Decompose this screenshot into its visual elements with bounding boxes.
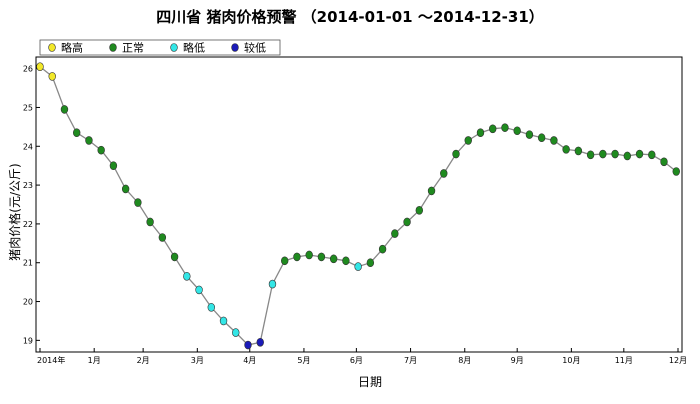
data-point-lower <box>256 337 264 347</box>
data-point-normal <box>427 186 436 196</box>
data-point-normal <box>635 149 644 159</box>
data-point-normal <box>648 150 656 160</box>
data-point-normal <box>97 145 105 155</box>
legend-marker-normal <box>109 43 117 52</box>
data-point-normal <box>391 229 399 238</box>
legend: 略高 正常 略低 较低 <box>39 39 281 56</box>
plot-frame <box>35 56 683 353</box>
x-tick-label: 6月 <box>350 356 363 365</box>
legend-marker-low <box>170 43 178 52</box>
data-point-low <box>207 303 215 312</box>
data-point-low <box>219 316 228 326</box>
data-point-normal <box>452 149 460 159</box>
data-point-normal <box>537 133 546 143</box>
data-point-normal <box>586 150 595 160</box>
data-point-normal <box>329 254 338 264</box>
legend-marker-high <box>48 43 56 52</box>
y-tick-label: 22 <box>23 220 33 229</box>
data-point-low <box>268 279 277 289</box>
data-point-normal <box>611 149 619 159</box>
legend-label-high: 略高 <box>61 41 83 55</box>
data-point-normal <box>366 258 375 268</box>
legend-label-lower: 较低 <box>244 41 266 55</box>
data-point-normal <box>146 217 154 227</box>
data-point-normal <box>513 126 521 136</box>
x-tick-label: 4月 <box>243 356 256 365</box>
data-point-normal <box>342 256 350 266</box>
legend-box <box>39 39 281 56</box>
y-tick-label: 21 <box>23 259 33 268</box>
data-point-normal <box>73 128 81 137</box>
data-point-normal <box>440 169 448 178</box>
data-point-normal <box>672 167 680 176</box>
y-tick-label: 24 <box>23 142 33 151</box>
series-points-group <box>36 62 680 350</box>
chart-title: 四川省 猪肉价格预警 （2014-01-01 ～2014-12-31） <box>156 8 544 26</box>
data-point-lower <box>244 340 252 350</box>
data-point-normal <box>550 136 558 145</box>
y-axis-ticks: 19 20 21 22 23 24 25 26 <box>23 65 40 345</box>
x-tick-label: 3月 <box>191 356 204 365</box>
data-point-normal <box>501 123 509 132</box>
data-point-normal <box>623 151 632 161</box>
data-point-normal <box>134 198 142 207</box>
data-point-low <box>354 262 362 271</box>
y-tick-label: 23 <box>23 181 33 190</box>
x-tick-label: 12月 <box>669 356 687 365</box>
x-tick-label: 11月 <box>615 356 633 365</box>
y-tick-label: 26 <box>23 65 33 74</box>
legend-marker-lower <box>231 43 239 52</box>
data-point-normal <box>281 256 289 266</box>
data-point-normal <box>660 157 668 167</box>
data-point-normal <box>121 184 130 194</box>
data-point-normal <box>476 128 485 137</box>
x-tick-label: 1月 <box>88 356 101 365</box>
data-point-high <box>48 72 56 81</box>
y-tick-label: 20 <box>23 298 33 307</box>
data-point-normal <box>60 105 69 114</box>
x-tick-label: 8月 <box>458 356 471 365</box>
data-point-normal <box>293 252 301 262</box>
data-point-high <box>36 62 44 72</box>
data-point-normal <box>489 124 497 134</box>
y-tick-label: 25 <box>23 103 33 112</box>
x-axis-label: 日期 <box>358 375 382 389</box>
data-point-normal <box>378 244 387 254</box>
x-tick-label: 5月 <box>297 356 310 365</box>
data-point-normal <box>464 136 472 145</box>
x-tick-label: 9月 <box>511 356 524 365</box>
legend-label-normal: 正常 <box>122 42 144 55</box>
data-point-normal <box>109 161 118 170</box>
data-point-normal <box>403 217 411 227</box>
data-point-low <box>232 328 240 337</box>
data-point-low <box>195 285 203 295</box>
data-point-normal <box>599 149 607 159</box>
data-point-normal <box>415 206 424 215</box>
data-point-low <box>183 272 191 281</box>
x-axis-ticks: 2014年 1月 2月 3月 4月 5月 6月 7月 8月 9月 10月 11月 12月 <box>37 348 687 365</box>
data-point-normal <box>525 130 534 139</box>
data-point-normal <box>158 233 167 242</box>
data-point-normal <box>85 136 93 145</box>
x-tick-label: 10月 <box>562 356 580 365</box>
data-point-normal <box>305 250 313 260</box>
x-tick-label: 2月 <box>137 356 150 365</box>
data-point-normal <box>317 252 326 262</box>
y-tick-label: 19 <box>23 336 33 345</box>
x-tick-label: 2014年 <box>37 355 65 365</box>
data-point-normal <box>170 252 179 262</box>
legend-label-low: 略低 <box>183 41 205 55</box>
data-point-normal <box>574 146 583 156</box>
data-point-normal <box>562 145 570 154</box>
y-axis-label: 猪肉价格(元/公斤) <box>7 163 22 260</box>
x-tick-label: 7月 <box>404 356 417 365</box>
